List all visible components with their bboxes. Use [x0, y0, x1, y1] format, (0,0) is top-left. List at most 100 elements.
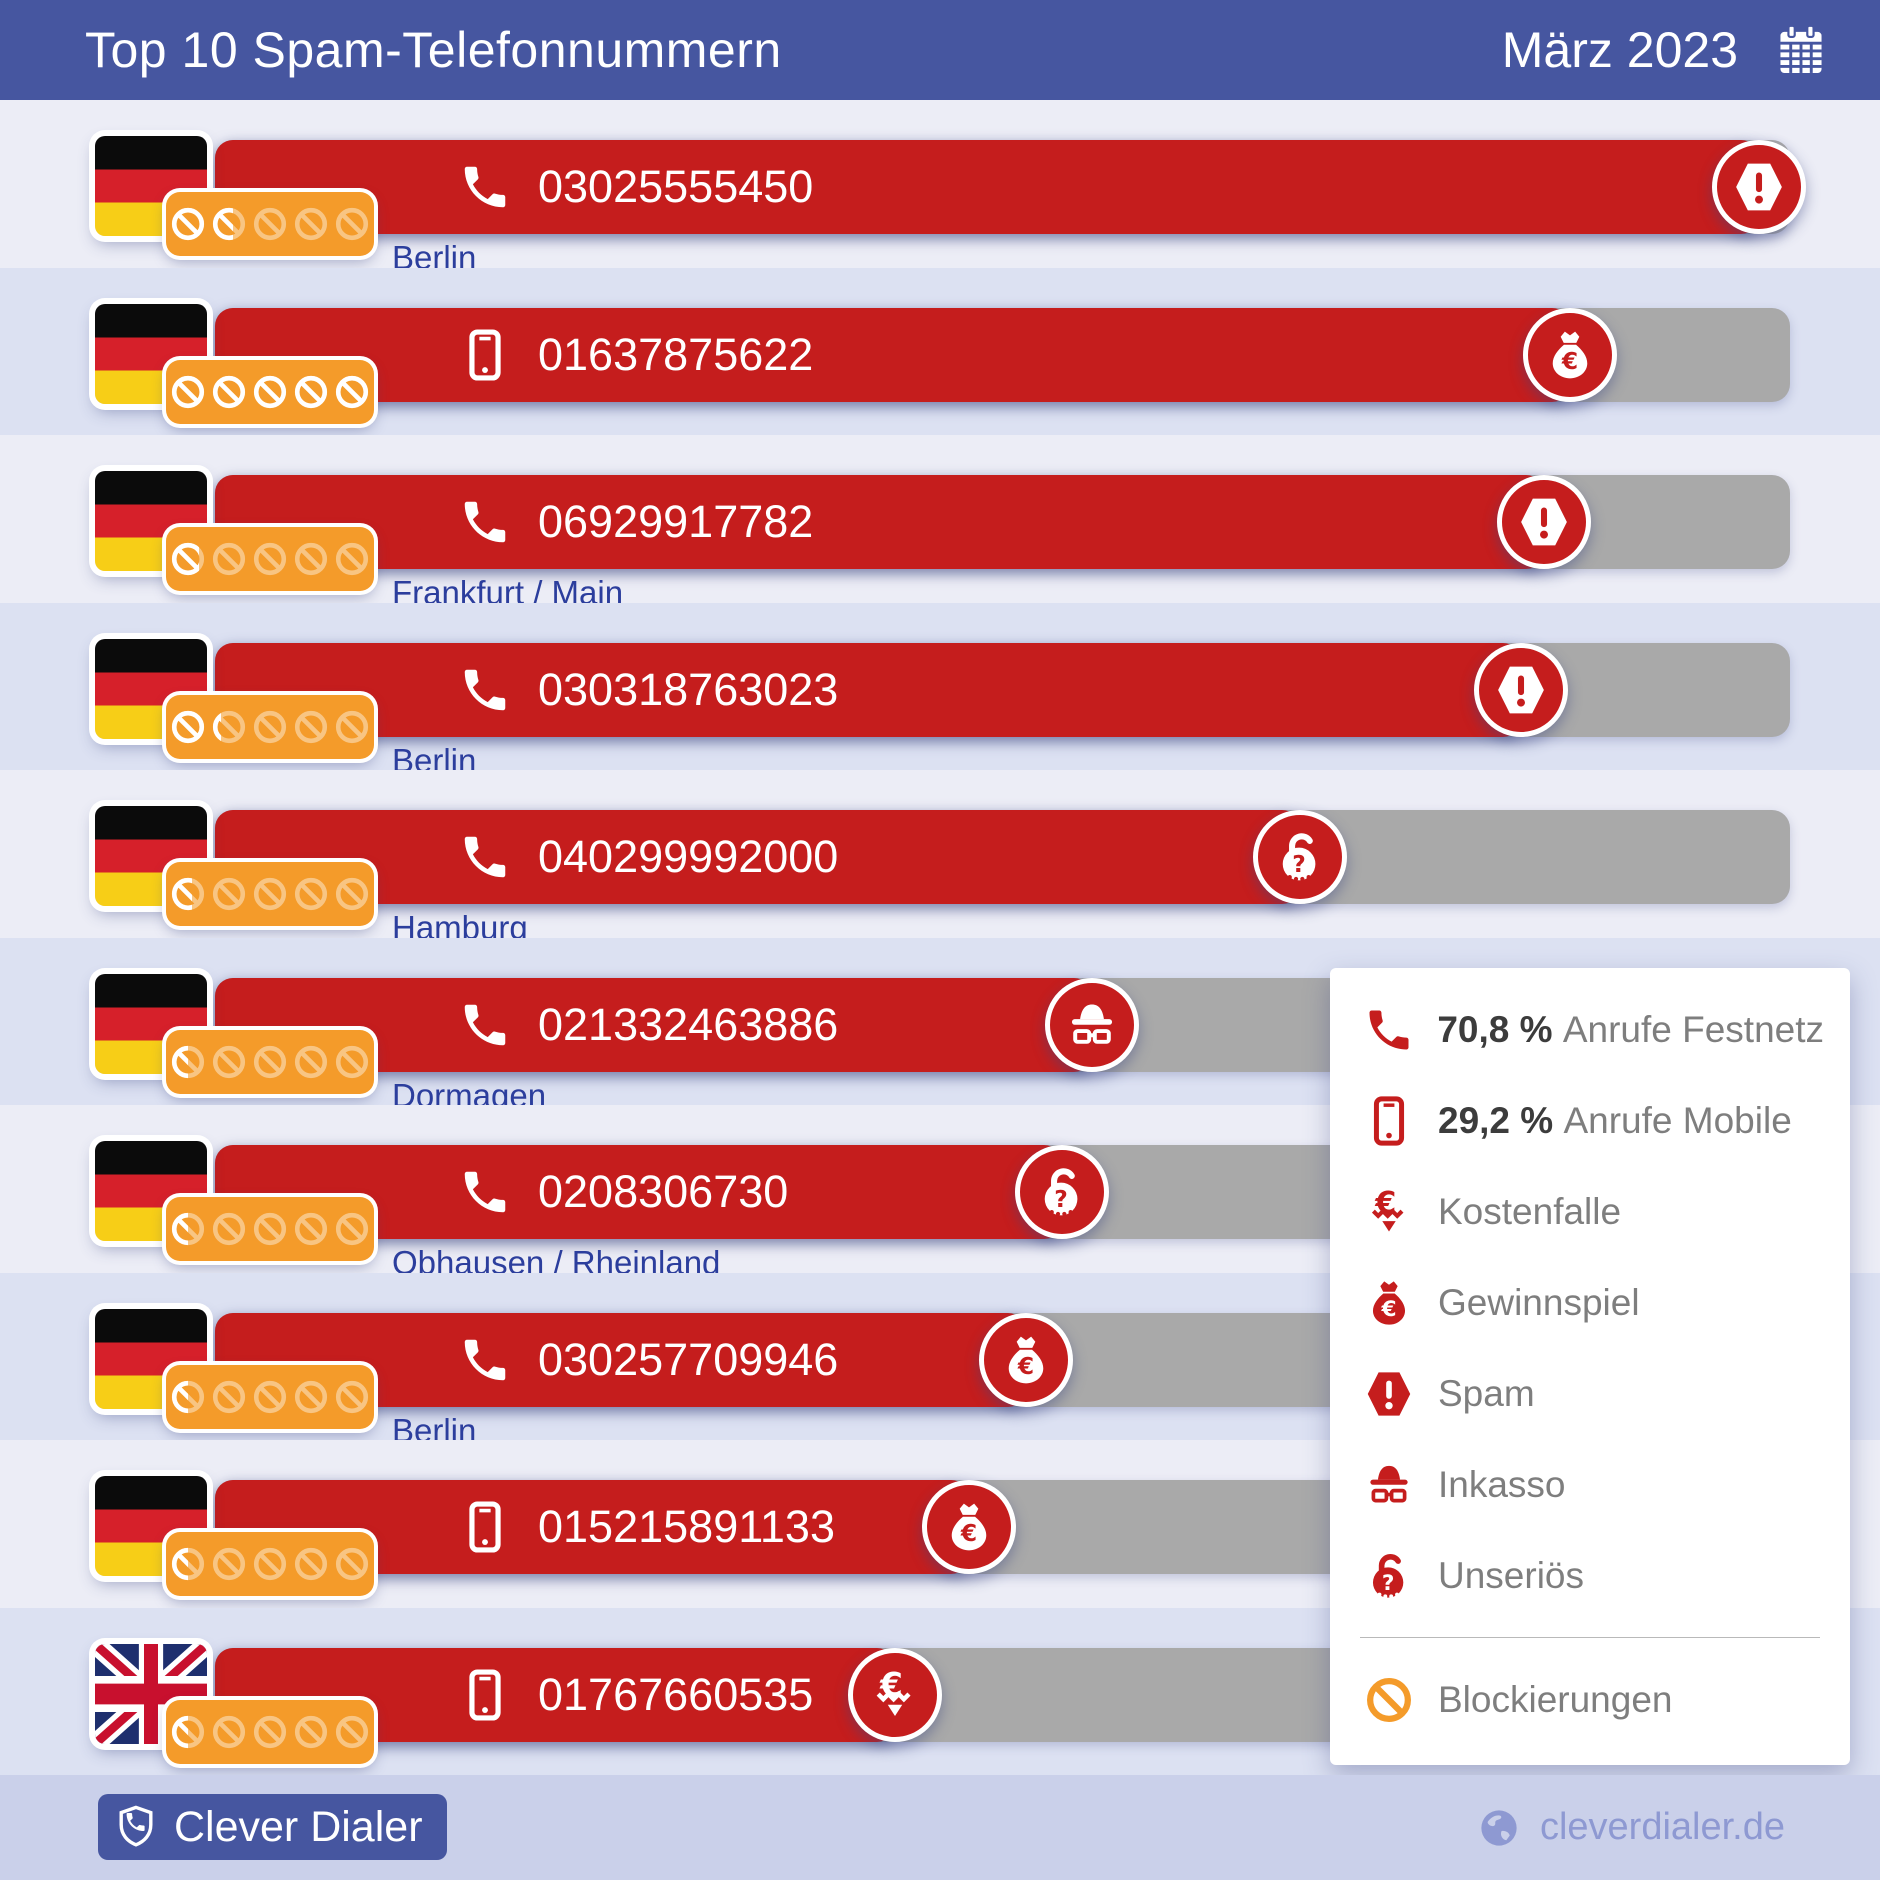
mobile-phone-icon [458, 328, 512, 382]
blocked-icon [333, 875, 371, 913]
svg-text:?: ? [1054, 1185, 1068, 1213]
spam-bar: 06929917782 [215, 475, 1544, 569]
legend-label: 29,2 % Anrufe Mobile [1438, 1099, 1792, 1141]
blockierungen-badge [166, 1030, 374, 1094]
gewinnspiel-icon: € [998, 1332, 1054, 1388]
category-badge-gewinnspiel: € [979, 1313, 1073, 1407]
blocked-icon [292, 373, 330, 411]
spam-row-2: 01637875622 € [0, 268, 1880, 436]
blockierungen-badge [166, 695, 374, 759]
blockierungen-badge [166, 1365, 374, 1429]
blocked-icon [251, 1043, 289, 1081]
gewinnspiel-icon: € [1356, 1277, 1422, 1329]
phone-number: 03025555450 [538, 161, 814, 212]
blocked-icon [333, 1713, 371, 1751]
mobile-phone-icon [458, 1668, 512, 1722]
blocked-icon [169, 540, 207, 578]
svg-text:€: € [1380, 1297, 1396, 1322]
unserioes-icon: ? [1272, 829, 1328, 885]
website-group: cleverdialer.de [1476, 1775, 1785, 1880]
blockierungen-badge [166, 360, 374, 424]
globe-icon [1476, 1805, 1522, 1851]
blocked-icon [210, 1043, 248, 1081]
blocked-icon [251, 875, 289, 913]
spam-icon [1516, 494, 1572, 550]
blocked-icon [251, 1545, 289, 1583]
blocked-icon [333, 708, 371, 746]
category-badge-spam [1474, 643, 1568, 737]
blocked-icon [169, 1043, 207, 1081]
phone-number: 01637875622 [538, 329, 814, 380]
mobile-icon [1356, 1095, 1422, 1147]
category-badge-gewinnspiel: € [1523, 308, 1617, 402]
blocked-icon [169, 1545, 207, 1583]
blocked-icon [169, 875, 207, 913]
phone-number: 06929917782 [538, 496, 814, 547]
category-badge-gewinnspiel: € [922, 1480, 1016, 1574]
unserioes-icon: ? [1034, 1164, 1090, 1220]
phone-number: 030257709946 [538, 1334, 839, 1385]
blocked-icon [251, 1713, 289, 1751]
category-badge-unserioes: ? [1253, 810, 1347, 904]
blocked-icon [333, 1210, 371, 1248]
legend-item-unserioes: ? Unseriös [1330, 1530, 1850, 1621]
blockierungen-badge [166, 1197, 374, 1261]
blocked-icon [333, 1545, 371, 1583]
kostenfalle-icon: € [1356, 1186, 1422, 1238]
blocked-icon [333, 205, 371, 243]
blocked-icon [210, 1210, 248, 1248]
blocked-icon [251, 205, 289, 243]
blocked-icon [333, 1378, 371, 1416]
legend-item-gewinnspiel: € Gewinnspiel [1330, 1257, 1850, 1348]
blocked-icon [210, 875, 248, 913]
legend-item-mobile: 29,2 % Anrufe Mobile [1330, 1075, 1850, 1166]
category-badge-spam [1497, 475, 1591, 569]
unserioes-icon: ? [1356, 1550, 1422, 1602]
landline-phone-icon [458, 495, 512, 549]
spam-bar: 01637875622 [215, 308, 1570, 402]
footer-bar: Clever Dialer cleverdialer.de [0, 1775, 1880, 1880]
mobile-phone-icon [458, 1500, 512, 1554]
landline-phone-icon [458, 830, 512, 884]
landline-phone-icon [458, 1165, 512, 1219]
phone-number: 040299992000 [538, 831, 839, 882]
svg-text:€: € [960, 1519, 977, 1547]
blocked-icon [333, 1043, 371, 1081]
gewinnspiel-icon: € [941, 1499, 997, 1555]
category-badge-inkasso [1045, 978, 1139, 1072]
legend-label: Unseriös [1438, 1554, 1584, 1596]
spam-icon [1493, 662, 1549, 718]
blockierungen-badge [166, 527, 374, 591]
blocked-icon [251, 1210, 289, 1248]
spam-row-5: 040299992000? Hamburg [0, 770, 1880, 946]
blocked-icon [169, 205, 207, 243]
inkasso-icon [1356, 1459, 1422, 1511]
legend-item-blocked: Blockierungen [1330, 1654, 1850, 1745]
spam-row-4: 030318763023 Berlin [0, 603, 1880, 779]
svg-text:?: ? [1292, 850, 1306, 878]
blocked-icon [210, 1545, 248, 1583]
blocked-icon [210, 708, 248, 746]
blocked-icon [292, 540, 330, 578]
category-badge-unserioes: ? [1015, 1145, 1109, 1239]
category-badge-kostenfalle: € [848, 1648, 942, 1742]
legend-item-festnetz: 70,8 % Anrufe Festnetz [1330, 984, 1850, 1075]
festnetz-icon [1356, 1004, 1421, 1056]
legend-label: Gewinnspiel [1438, 1281, 1640, 1323]
blocked-icon [292, 1378, 330, 1416]
blocked-icon [169, 708, 207, 746]
blocked-icon [251, 1378, 289, 1416]
blockierungen-badge [166, 192, 374, 256]
blocked-icon [169, 373, 207, 411]
spam-bar: 030318763023 [215, 643, 1521, 737]
spam-row-8: 030257709946 € Berlin [0, 1273, 1880, 1449]
legend-item-kostenfalle: € Kostenfalle [1330, 1166, 1850, 1257]
blocked-icon [251, 708, 289, 746]
blocked-icon [292, 205, 330, 243]
legend-label: Kostenfalle [1438, 1190, 1622, 1232]
blocked-icon [210, 540, 248, 578]
spam-bar: 040299992000 [215, 810, 1300, 904]
legend-items: 70,8 % Anrufe Festnetz 29,2 % Anrufe Mobi… [1330, 984, 1850, 1745]
blockierungen-badge [166, 1700, 374, 1764]
blocked-icon [333, 540, 371, 578]
